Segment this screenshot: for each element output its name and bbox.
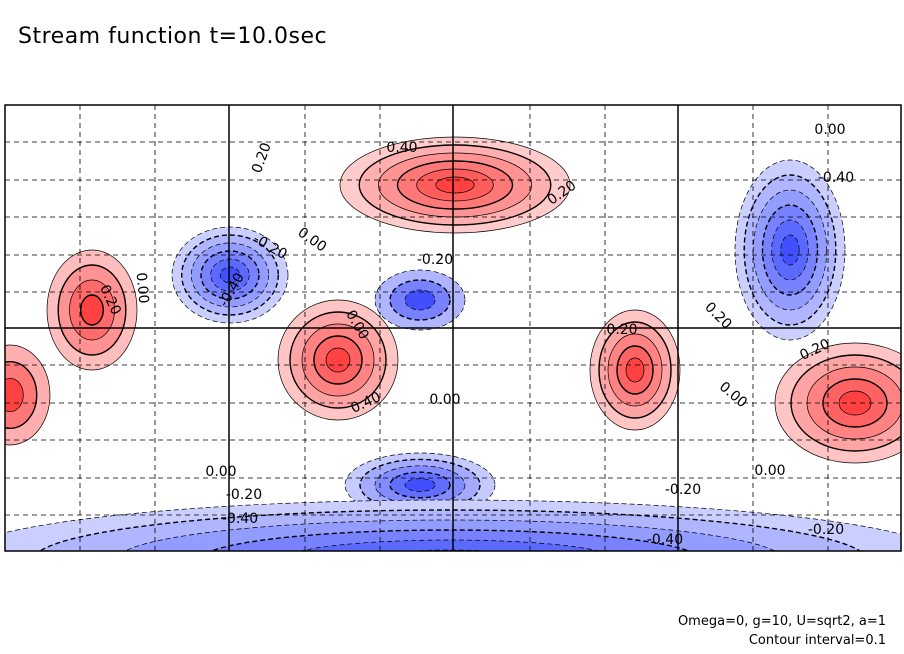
feature-negative-7 bbox=[734, 159, 846, 341]
contour-label: -0.20 bbox=[808, 522, 844, 538]
contour-label: 0.00 bbox=[754, 463, 785, 479]
contour-level bbox=[5, 377, 24, 413]
feature-positive-1 bbox=[46, 249, 138, 371]
feature-positive-3 bbox=[589, 309, 681, 431]
contour-interval-note: Contour interval=0.1 bbox=[748, 633, 886, 648]
contour-label: 0.00 bbox=[205, 464, 236, 480]
contour-level bbox=[219, 266, 241, 284]
feature-negative-9 bbox=[374, 269, 466, 331]
contour-label: -0.20 bbox=[226, 487, 262, 503]
contour-label: 0.20 bbox=[606, 322, 637, 338]
contour-label: 0.00 bbox=[429, 392, 460, 408]
parameters-note: Omega=0, g=10, U=sqrt2, a=1 bbox=[677, 614, 886, 629]
grid-lines bbox=[5, 105, 901, 551]
plot-frame bbox=[4, 104, 902, 552]
feature-positive-2 bbox=[277, 299, 399, 421]
chart-title: Stream function t=10.0sec bbox=[18, 24, 328, 49]
contour-level bbox=[79, 294, 104, 326]
contour-label: 0.40 bbox=[386, 140, 417, 156]
contour-label: 0.00 bbox=[814, 122, 845, 138]
feature-negative-10 bbox=[5, 499, 901, 551]
contour-level bbox=[325, 347, 351, 373]
contour-label: -0.20 bbox=[417, 252, 453, 268]
contour-level bbox=[435, 176, 475, 194]
contour-level bbox=[625, 357, 645, 383]
contour-label: -0.20 bbox=[665, 482, 701, 498]
contour-level bbox=[299, 539, 601, 551]
contour-level bbox=[408, 549, 492, 551]
contour-label: 0.00 bbox=[133, 272, 152, 304]
contour-label: -0.40 bbox=[818, 170, 854, 186]
feature-positive-4 bbox=[774, 342, 901, 464]
stream-function-field bbox=[5, 105, 901, 551]
contour-label: -0.40 bbox=[647, 532, 683, 548]
contour-level bbox=[404, 478, 436, 492]
contour-level bbox=[209, 529, 691, 551]
contour-level bbox=[780, 234, 800, 266]
feature-positive-0 bbox=[339, 136, 571, 234]
contour-level bbox=[404, 289, 436, 311]
contour-label: -0.40 bbox=[222, 511, 258, 527]
